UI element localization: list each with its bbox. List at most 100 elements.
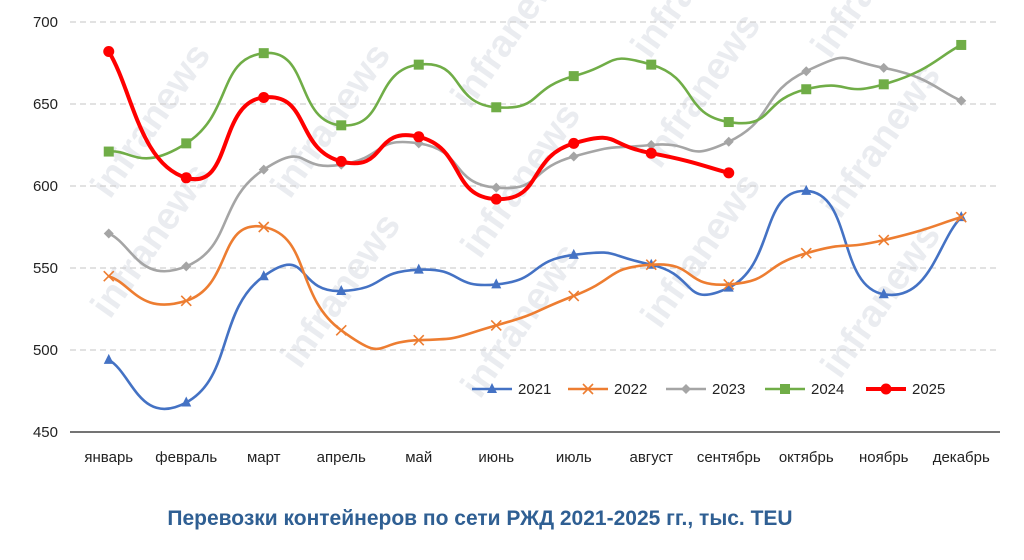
data-point — [878, 234, 890, 246]
data-point — [723, 167, 735, 179]
data-point — [103, 353, 114, 364]
legend-label: 2025 — [912, 381, 945, 398]
data-point — [568, 248, 579, 259]
data-point — [723, 136, 734, 147]
data-point — [335, 324, 347, 336]
data-point — [103, 270, 115, 282]
data-point — [723, 278, 735, 290]
legend-item-2025: 2025 — [866, 381, 945, 398]
legend-item-2021: 2021 — [472, 381, 551, 398]
legend-item-2022: 2022 — [568, 381, 647, 398]
data-point — [180, 172, 192, 184]
data-point — [568, 71, 579, 82]
x-tick-label: март — [247, 449, 281, 466]
watermark-text: infranews — [443, 0, 579, 115]
data-point — [413, 131, 425, 143]
data-point — [491, 278, 502, 289]
chart-canvas: infranews infranews infranews infranews infr… — [33, 0, 1000, 466]
data-point — [568, 151, 579, 162]
data-point — [801, 184, 812, 195]
x-tick-label: август — [630, 449, 674, 466]
data-point — [801, 66, 812, 77]
x-tick-label: декабрь — [933, 449, 990, 466]
data-point — [645, 147, 657, 159]
data-point — [413, 59, 424, 70]
data-point — [645, 259, 657, 271]
data-point — [646, 59, 657, 70]
data-point — [490, 193, 502, 205]
data-point — [800, 247, 812, 259]
series-2022 — [103, 211, 967, 351]
data-point — [181, 261, 192, 272]
chart-title: Перевозки контейнеров по сети РЖД 2021-2… — [167, 507, 793, 530]
legend-marker — [880, 383, 892, 395]
data-point — [568, 290, 580, 302]
data-point — [258, 164, 269, 175]
series-line-2025 — [106, 49, 731, 202]
legend-marker — [681, 384, 691, 394]
y-tick-label: 650 — [33, 96, 58, 113]
data-point — [491, 102, 502, 113]
y-tick-label: 500 — [33, 342, 58, 359]
data-point — [723, 117, 734, 128]
data-point — [258, 48, 269, 59]
data-point — [878, 79, 889, 90]
watermark-text: infranews — [453, 236, 589, 405]
data-point — [258, 270, 269, 281]
data-point — [181, 396, 192, 407]
data-point — [723, 281, 734, 292]
legend-item-2023: 2023 — [666, 381, 745, 398]
watermark-layer: infranews infranews infranews infranews infr… — [83, 0, 949, 405]
y-tick-label: 600 — [33, 178, 58, 195]
data-point — [646, 140, 657, 150]
legend-marker — [487, 383, 497, 393]
x-tick-label: февраль — [155, 449, 217, 466]
x-tick-label: июль — [556, 449, 592, 466]
legend-label: 2022 — [614, 381, 647, 398]
series-layer — [103, 39, 967, 411]
x-tick-label: сентябрь — [697, 449, 761, 466]
y-tick-label: 700 — [33, 14, 58, 31]
series-2025 — [103, 46, 735, 205]
x-tick-label: октябрь — [779, 449, 834, 466]
legend-item-2024: 2024 — [765, 381, 844, 398]
x-tick-label: ноябрь — [859, 449, 909, 466]
y-axis-ticks: 450 500 550 600 650 700 — [33, 14, 58, 441]
legend-marker — [780, 384, 790, 394]
data-point — [955, 211, 967, 223]
data-point — [956, 95, 967, 106]
watermark-text: infranews — [803, 0, 939, 65]
legend-label: 2024 — [811, 381, 844, 398]
x-tick-label: июнь — [478, 449, 514, 466]
data-point — [490, 319, 502, 331]
data-point — [413, 263, 424, 274]
data-point — [878, 62, 889, 73]
x-tick-label: апрель — [317, 449, 366, 466]
legend-marker — [582, 383, 594, 395]
data-point — [336, 120, 347, 131]
data-point — [336, 284, 347, 295]
data-point — [180, 295, 192, 307]
x-tick-label: январь — [84, 449, 133, 466]
legend-label: 2021 — [518, 381, 551, 398]
legend-label: 2023 — [712, 381, 745, 398]
data-point — [801, 84, 812, 95]
data-point — [878, 288, 889, 299]
data-point — [103, 228, 114, 239]
data-point — [103, 146, 114, 157]
legend: 2021 2022 2023 2024 2025 — [472, 381, 945, 398]
y-tick-label: 450 — [33, 424, 58, 441]
y-tick-label: 550 — [33, 260, 58, 277]
data-point — [103, 46, 115, 58]
watermark-text: infranews — [263, 36, 399, 205]
data-point — [258, 221, 270, 233]
watermark-text: infranews — [633, 166, 769, 335]
x-tick-label: май — [405, 449, 432, 466]
series-2024 — [103, 39, 967, 160]
data-point — [956, 39, 967, 50]
data-point — [335, 155, 347, 167]
x-axis-ticks: январь февраль март апрель май июнь июль август… — [84, 449, 990, 466]
data-point — [181, 138, 192, 149]
data-point — [258, 91, 270, 103]
data-point — [413, 334, 425, 346]
